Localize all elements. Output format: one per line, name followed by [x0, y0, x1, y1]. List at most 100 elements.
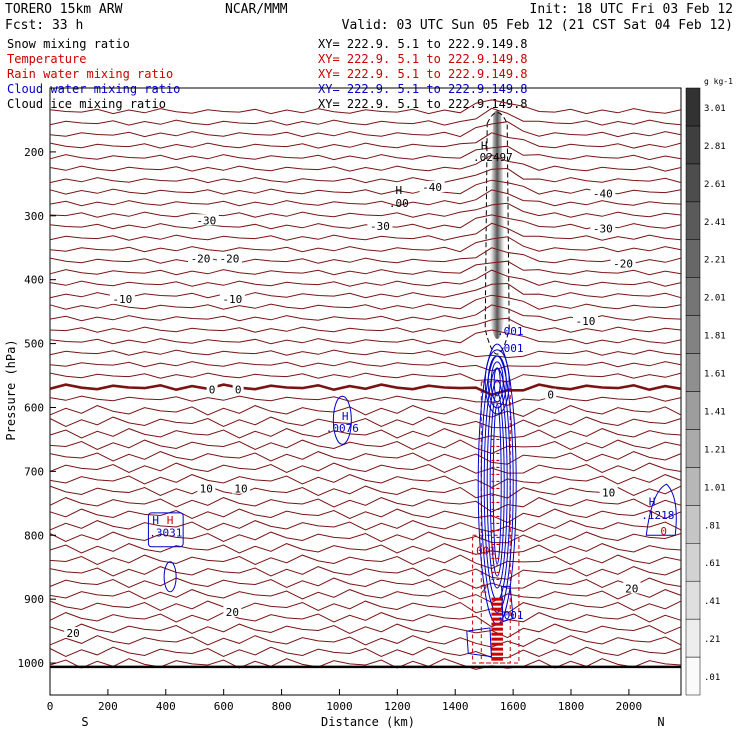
- x-tick-label: 600: [214, 700, 234, 713]
- y-tick-label: 1000: [18, 657, 45, 670]
- x-tick-label: 0: [47, 700, 54, 713]
- isotherm-label: 20: [625, 582, 638, 595]
- cloud-water-contour: [493, 367, 501, 397]
- cloud-water-contour: [490, 361, 504, 403]
- snow-plume-contour: [484, 112, 510, 355]
- label-backing: [223, 605, 242, 617]
- isotherm-label: -30: [593, 223, 613, 236]
- isotherm-line: [49, 462, 682, 474]
- extremum-label: H: [167, 514, 174, 527]
- colorbar-label: .01: [704, 673, 720, 683]
- isotherm-line: [49, 520, 682, 533]
- isotherm-line: [49, 99, 682, 115]
- label-backing: [232, 482, 251, 494]
- legend-field-xy: XY= 222.9. 5.1 to 222.9.149.8: [318, 97, 528, 111]
- isotherm-line: [49, 132, 682, 149]
- colorbar-label: 3.01: [704, 104, 726, 114]
- colorbar-swatch: [685, 87, 701, 127]
- colorbar-label: 2.81: [704, 142, 726, 152]
- colorbar-label: 1.41: [704, 407, 726, 417]
- label-backing: [193, 214, 219, 226]
- colorbar-swatch: [685, 201, 701, 240]
- cloud-water-contour: [489, 391, 505, 577]
- isotherm-label: 20: [67, 627, 80, 640]
- header-valid: Valid: 03 UTC Sun 05 Feb 12 (21 CST Sat …: [342, 18, 733, 33]
- extremum-label: H: [395, 184, 402, 197]
- isotherm-line: [49, 222, 682, 241]
- extremum-label: .02497: [473, 151, 513, 164]
- isotherm-line: [49, 236, 682, 253]
- isotherm-label: -20: [220, 253, 240, 266]
- extremum-label: 0: [660, 525, 667, 538]
- extremum-label: H: [342, 410, 349, 423]
- legend-field-name: Temperature: [7, 52, 86, 66]
- header-init: Init: 18 UTC Fri 03 Feb 12: [530, 2, 734, 17]
- colorbar-swatch: [685, 580, 701, 620]
- y-tick-label: 400: [24, 274, 44, 287]
- extremum-label: .00: [389, 197, 409, 210]
- colorbar-label: 2.21: [704, 256, 726, 266]
- colorbar-swatch: [685, 429, 701, 468]
- colorbar-swatch: [685, 505, 701, 544]
- isotherm-line: [49, 623, 682, 639]
- header-left-1: TORERO 15km ARW: [5, 2, 123, 17]
- legend-field-xy: XY= 222.9. 5.1 to 222.9.149.8: [318, 67, 528, 81]
- isotherm-line: [49, 405, 682, 418]
- legend-field-xy: XY= 222.9. 5.1 to 222.9.149.8: [318, 37, 528, 51]
- x-axis-label: Distance (km): [321, 715, 415, 729]
- isotherm-line: [49, 439, 682, 455]
- isotherm-line: [49, 577, 682, 589]
- isotherm-label: 0: [547, 389, 554, 402]
- isotherm-label: 10: [234, 483, 247, 496]
- isotherm-label: -40: [422, 181, 442, 194]
- axes: 0 200 400 600 800 1000 1200 1400 1600 1800 2000200…: [18, 146, 643, 713]
- isotherm-label: -20: [613, 258, 633, 271]
- y-tick-label: 900: [24, 593, 44, 606]
- label-backing: [219, 292, 245, 304]
- isotherm-line: [49, 612, 682, 628]
- isotherm-line: [49, 179, 682, 195]
- isotherm-line: [49, 554, 682, 570]
- label-backing: [109, 292, 135, 304]
- colorbar-swatch: [685, 239, 701, 278]
- y-tick-label: 600: [24, 401, 44, 414]
- extremum-label: .001: [497, 342, 524, 355]
- header-left-2: Fcst: 33 h: [5, 18, 83, 33]
- isotherm-line: [49, 646, 682, 659]
- label-backing: [590, 222, 616, 234]
- colorbar-label: 1.61: [704, 370, 726, 380]
- colorbar-swatch: [685, 467, 701, 506]
- isotherm-line: [49, 269, 682, 287]
- isotherm-line: [49, 416, 682, 429]
- cloud-water-contour: [501, 585, 514, 623]
- colorbar-label: 2.01: [704, 294, 726, 304]
- isotherm-line: [49, 451, 682, 465]
- isotherm-label: -30: [370, 220, 390, 233]
- label-backing: [572, 315, 598, 327]
- x-tick-label: 400: [156, 700, 176, 713]
- isotherm-line: [49, 474, 682, 488]
- legend-field-name: Rain water mixing ratio: [7, 67, 173, 81]
- isotherm-line: [49, 282, 682, 299]
- isotherm-line: [49, 329, 682, 345]
- colorbar-label: .81: [704, 521, 720, 531]
- colorbar-unit: g kg-1: [704, 77, 733, 86]
- colorbar-label: 1.21: [704, 445, 726, 455]
- isotherm-line: [49, 247, 682, 264]
- colorbar-swatch: [685, 353, 701, 392]
- colorbar-label: 1.01: [704, 483, 726, 493]
- cloud-water-contour: [147, 512, 184, 548]
- isotherm-line: [49, 349, 682, 359]
- extremum-label: 2: [481, 582, 488, 595]
- x-tick-label: 200: [98, 700, 118, 713]
- extremum-label: .001: [497, 609, 524, 622]
- cloud-water-contour: [492, 403, 502, 565]
- label-backing: [590, 187, 616, 199]
- colorbar-swatch: [685, 163, 701, 203]
- label-backing: [622, 582, 641, 594]
- label-backing: [216, 252, 242, 264]
- isotherm-line: [49, 107, 682, 126]
- isotherm-line: [49, 202, 682, 218]
- isotherm-line: [49, 361, 682, 372]
